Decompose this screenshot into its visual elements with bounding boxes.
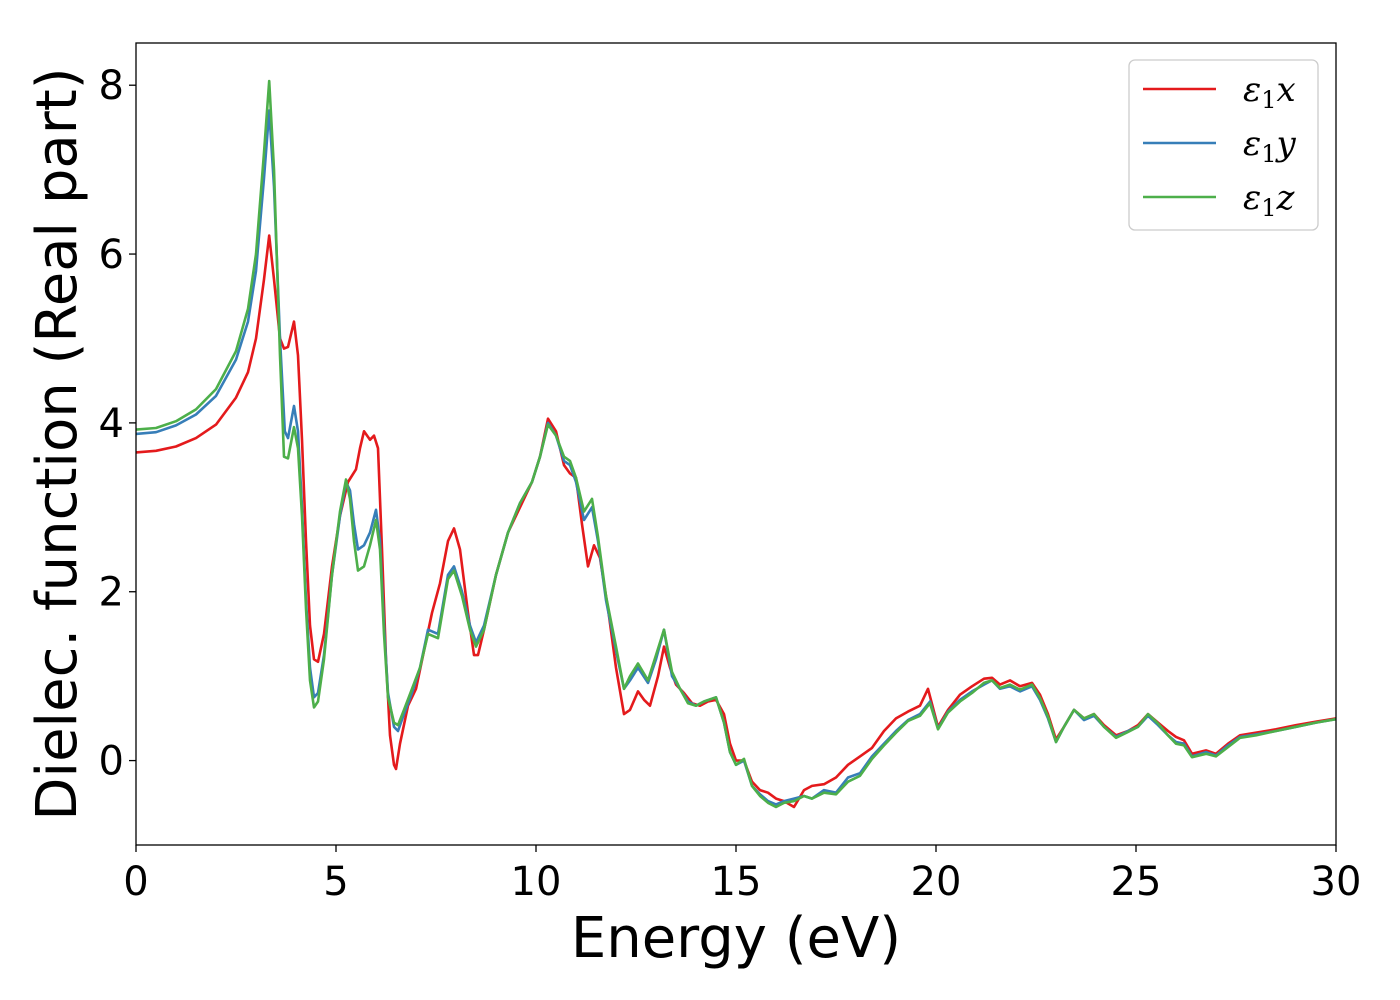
- legend: ε1x ε1y ε1z: [1128, 59, 1319, 231]
- x-axis: 0 5 10 15 20 25 30: [123, 845, 1361, 905]
- x-axis-title: Energy (eV): [571, 906, 901, 971]
- y-axis: 0 2 4 6 8: [99, 63, 136, 785]
- series-line-z: [136, 79, 1336, 809]
- y-tick-label: 4: [99, 401, 124, 447]
- x-tick-label: 10: [511, 859, 562, 905]
- legend-box: [1128, 59, 1319, 231]
- y-axis-title: Dielec. function (Real part): [25, 67, 90, 820]
- y-tick-label: 2: [99, 570, 124, 616]
- y-tick-label: 6: [99, 232, 124, 278]
- plot-area: [136, 79, 1336, 809]
- x-tick-label: 20: [911, 859, 962, 905]
- legend-label-z: ε1z: [1243, 178, 1296, 222]
- x-tick-label: 15: [711, 859, 762, 905]
- y-tick-label: 0: [99, 739, 124, 785]
- x-tick-label: 0: [123, 859, 148, 905]
- y-tick-label: 8: [99, 63, 124, 109]
- legend-label-x: ε1x: [1243, 70, 1296, 114]
- x-tick-label: 5: [323, 859, 348, 905]
- legend-label-y: ε1y: [1243, 124, 1297, 168]
- x-tick-label: 25: [1111, 859, 1162, 905]
- x-tick-label: 30: [1311, 859, 1362, 905]
